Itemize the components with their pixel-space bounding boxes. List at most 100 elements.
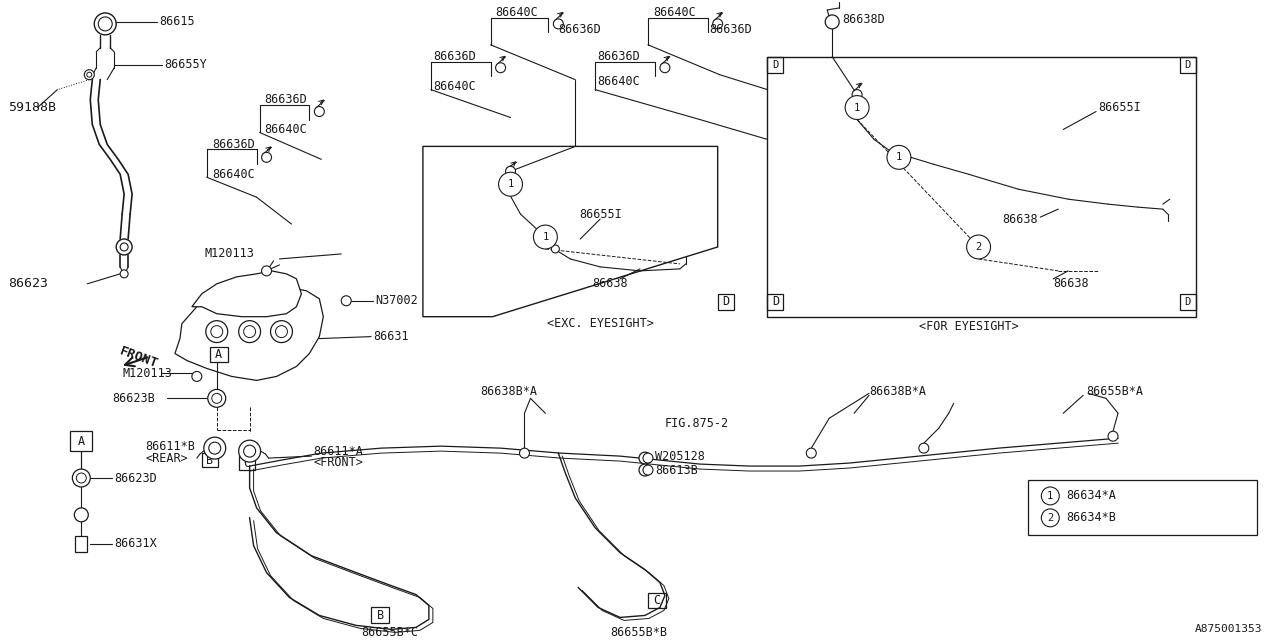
Bar [238,456,255,470]
Text: <EXC. EYESIGHT>: <EXC. EYESIGHT> [548,317,654,330]
Circle shape [806,448,817,458]
Circle shape [95,13,116,35]
Circle shape [342,296,351,306]
Text: D: D [722,295,730,308]
Circle shape [207,389,225,407]
Text: B: B [206,454,214,467]
Circle shape [73,469,91,487]
Circle shape [826,15,840,29]
Text: 86638D: 86638D [842,13,884,26]
Text: 86640C: 86640C [598,75,640,88]
Text: A: A [215,348,223,361]
Circle shape [506,166,516,176]
Text: 86655B*A: 86655B*A [1087,385,1143,398]
Text: 86638: 86638 [1002,212,1038,225]
Circle shape [261,152,271,163]
Circle shape [99,17,113,31]
Circle shape [206,321,228,342]
Text: 86611*A: 86611*A [314,445,364,458]
Circle shape [852,90,861,100]
Circle shape [211,326,223,337]
Text: 86631: 86631 [372,330,408,343]
Text: FRONT: FRONT [118,344,160,371]
Circle shape [1108,431,1117,441]
Text: 86655Y: 86655Y [164,58,207,71]
Text: 86615: 86615 [159,15,195,28]
Text: 86623: 86623 [8,277,47,291]
Text: <FOR EYESIGHT>: <FOR EYESIGHT> [919,320,1019,333]
Bar [768,57,1196,317]
Text: M120113: M120113 [122,367,172,380]
Circle shape [639,452,652,464]
Bar [648,593,666,609]
Polygon shape [422,147,718,317]
Text: 86638: 86638 [593,277,628,291]
Text: 86640C: 86640C [211,168,255,180]
Text: <FRONT>: <FRONT> [314,456,364,468]
Text: 86655B*B: 86655B*B [611,626,667,639]
Circle shape [713,19,723,29]
Text: A875001353: A875001353 [1196,625,1262,634]
Text: A: A [78,435,84,447]
Text: C: C [243,456,250,470]
Text: 86640C: 86640C [265,123,307,136]
Circle shape [243,326,256,337]
Bar [1180,57,1196,73]
Text: D: D [1184,297,1190,307]
Text: 1: 1 [896,152,902,163]
Circle shape [270,321,292,342]
Circle shape [74,508,88,522]
Text: 1: 1 [507,179,513,189]
Circle shape [275,326,288,337]
Circle shape [209,442,220,454]
Circle shape [534,225,557,249]
Text: 1: 1 [543,232,549,242]
Text: 86655I: 86655I [1098,101,1140,114]
Text: 86636D: 86636D [598,51,640,63]
Circle shape [966,235,991,259]
Polygon shape [175,287,324,380]
Circle shape [87,72,92,77]
Circle shape [116,239,132,255]
Circle shape [643,453,653,463]
Bar [718,294,733,310]
Bar [76,536,87,552]
Bar [768,294,783,310]
Polygon shape [192,271,301,317]
Text: D: D [772,295,780,308]
Circle shape [660,63,669,73]
Text: 86640C: 86640C [653,6,696,19]
Text: N37002: N37002 [375,294,417,307]
Text: 59188B: 59188B [8,101,55,114]
Text: 86640C: 86640C [495,6,539,19]
Circle shape [77,473,86,483]
Text: M120113: M120113 [205,248,255,260]
Circle shape [919,443,929,453]
Text: 86640C: 86640C [433,80,476,93]
Text: 86613B: 86613B [655,463,698,477]
Bar [371,607,389,623]
Circle shape [552,245,559,253]
Text: 86636D: 86636D [211,138,255,151]
Circle shape [211,394,221,403]
Text: 86623B: 86623B [113,392,155,405]
Text: W205128: W205128 [655,450,705,463]
Text: 86636D: 86636D [558,24,602,36]
Circle shape [499,172,522,196]
Text: 86634*B: 86634*B [1066,511,1116,524]
Text: <REAR>: <REAR> [145,452,188,465]
Circle shape [120,270,128,278]
Text: 86636D: 86636D [265,93,307,106]
Text: C: C [653,594,660,607]
Circle shape [643,465,653,475]
Text: 86638B*A: 86638B*A [481,385,538,398]
Bar [768,57,783,73]
Text: 2: 2 [1047,513,1053,523]
Bar [70,431,92,451]
Circle shape [887,145,911,170]
Text: 86634*A: 86634*A [1066,490,1116,502]
Text: 86636D: 86636D [709,24,753,36]
Circle shape [495,63,506,73]
Circle shape [84,70,95,79]
Circle shape [204,437,225,459]
